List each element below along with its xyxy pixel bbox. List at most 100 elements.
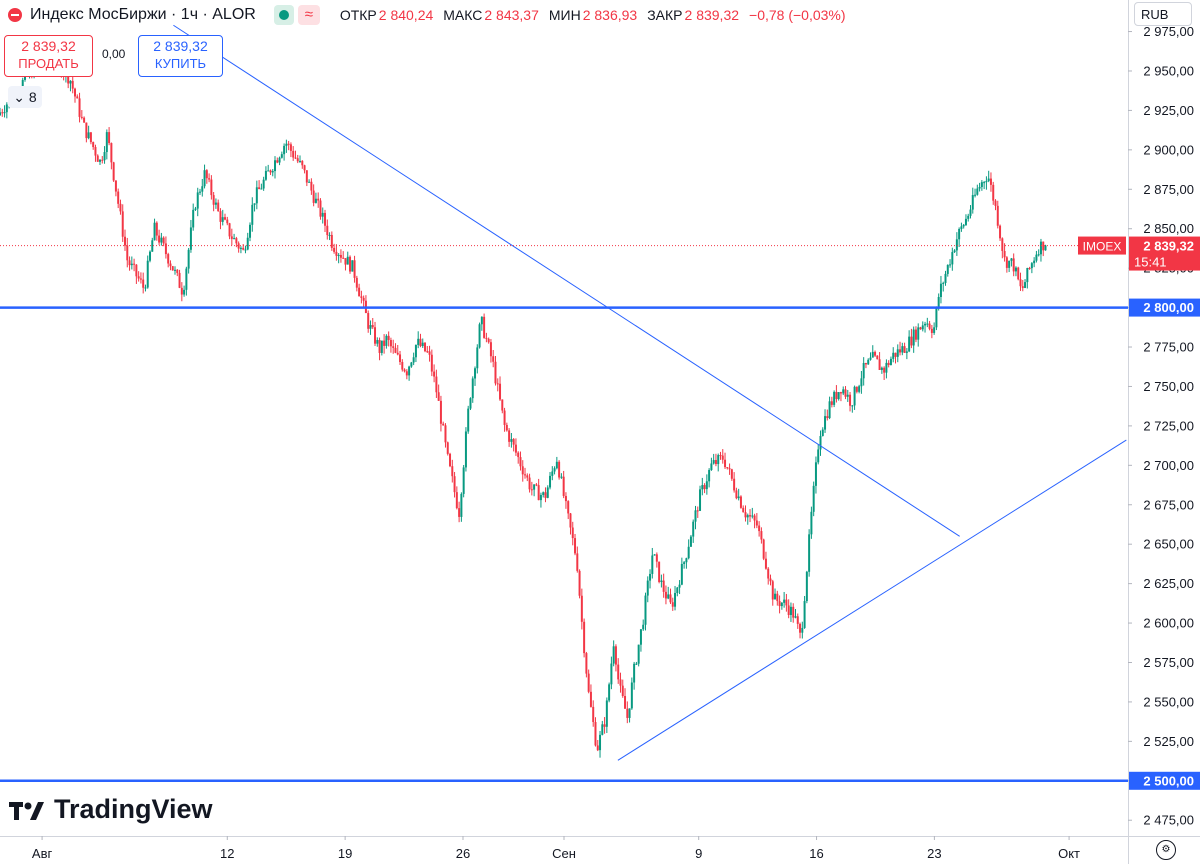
candle-body	[399, 354, 402, 362]
candle-body	[414, 344, 417, 358]
candle-body	[537, 485, 540, 501]
candle-body	[826, 416, 829, 419]
candle-body	[180, 287, 183, 295]
candle-body	[669, 594, 672, 603]
candle-body	[712, 460, 715, 464]
currency-select[interactable]: RUB	[1134, 2, 1192, 26]
drawings: IMOEX	[0, 24, 1128, 783]
candle-body	[926, 323, 929, 325]
buy-button[interactable]: 2 839,32 КУПИТЬ	[138, 35, 223, 77]
candle-body	[780, 602, 783, 607]
candle-body	[92, 142, 95, 148]
candle-body	[535, 484, 538, 486]
candle-body	[178, 272, 181, 288]
candle-body	[296, 158, 299, 162]
candle-body	[569, 513, 572, 528]
candle-body	[501, 399, 504, 411]
symbol-title[interactable]: Индекс МосБиржи · 1ч · ALOR	[30, 6, 256, 23]
candle-body	[435, 376, 438, 393]
low-label: МИН	[548, 7, 581, 23]
candle-body	[903, 346, 906, 353]
candle-body	[344, 258, 347, 265]
status-dot-icon	[8, 8, 22, 22]
candle-body	[1019, 279, 1022, 287]
level-price-badge	[1129, 298, 1200, 317]
candle-body	[755, 520, 758, 526]
candle-body	[244, 249, 247, 251]
candle-body	[560, 476, 563, 478]
candle-body	[499, 383, 502, 400]
candle-body	[164, 243, 167, 255]
candle-body	[385, 335, 388, 346]
candle-body	[905, 351, 908, 353]
candle-body	[214, 202, 217, 205]
candle-body	[428, 351, 431, 355]
price-tick-label: 2 625,00	[1143, 576, 1194, 591]
buy-price: 2 839,32	[153, 38, 208, 54]
candle-body	[594, 722, 597, 746]
candle-body	[258, 187, 261, 190]
candle-body	[492, 356, 495, 362]
candle-body	[78, 98, 81, 117]
candle-body	[142, 279, 145, 288]
candle-body	[894, 352, 897, 357]
candle-body	[137, 276, 140, 279]
candle-body	[339, 254, 342, 258]
candle-body	[212, 195, 215, 205]
candle-body	[619, 679, 622, 686]
candle-body	[260, 188, 263, 190]
candle-body	[944, 273, 947, 283]
candle-body	[183, 289, 186, 295]
candle-body	[360, 296, 363, 298]
candle-body	[1037, 254, 1040, 256]
candle-body	[1021, 286, 1024, 288]
candle-body	[453, 476, 456, 493]
candle-body	[596, 745, 599, 751]
candle-body	[555, 461, 558, 469]
wave-icon[interactable]: ≈	[297, 5, 320, 25]
price-tick-label: 2 600,00	[1143, 616, 1194, 631]
candle-body	[87, 132, 90, 139]
sell-button[interactable]: 2 839,32 ПРОДАТЬ	[4, 35, 93, 77]
candle-body	[217, 202, 220, 212]
candle-body	[1003, 251, 1006, 258]
candle-body	[478, 324, 481, 348]
candle-body	[626, 708, 629, 718]
candle-body	[639, 629, 642, 645]
indicators-collapse-button[interactable]: ⌄ 8	[8, 86, 42, 108]
candle-body	[99, 159, 102, 162]
tradingview-logo[interactable]: TradingView	[8, 794, 213, 825]
eye-icon[interactable]	[273, 5, 294, 25]
candle-body	[242, 247, 245, 250]
candle-body	[1010, 258, 1013, 261]
candle-body	[544, 492, 547, 498]
price-tick-label: 2 850,00	[1143, 221, 1194, 236]
candle-body	[205, 170, 208, 179]
candle-body	[614, 646, 617, 665]
candle-body	[637, 644, 640, 664]
candle-body	[314, 198, 317, 203]
candle-body	[433, 371, 436, 377]
candle-body	[5, 104, 8, 113]
candle-body	[576, 553, 579, 571]
candle-body	[803, 601, 806, 628]
candle-body	[967, 215, 970, 219]
candle-body	[719, 455, 722, 457]
candle-body	[549, 475, 552, 488]
candle-body	[1012, 258, 1015, 272]
candle-body	[337, 254, 340, 256]
candle-body	[469, 398, 472, 409]
candle-body	[710, 463, 713, 471]
level-price-badge	[1129, 771, 1200, 790]
candle-body	[589, 691, 592, 707]
candle-body	[419, 338, 422, 347]
candle-body	[287, 143, 290, 145]
candle-body	[1039, 241, 1042, 255]
candle-body	[512, 439, 515, 445]
candle-body	[417, 338, 420, 345]
candle-body	[271, 171, 274, 173]
candle-body	[253, 203, 256, 205]
candle-body	[683, 562, 686, 564]
settings-icon[interactable]: ⚙	[1156, 840, 1176, 860]
